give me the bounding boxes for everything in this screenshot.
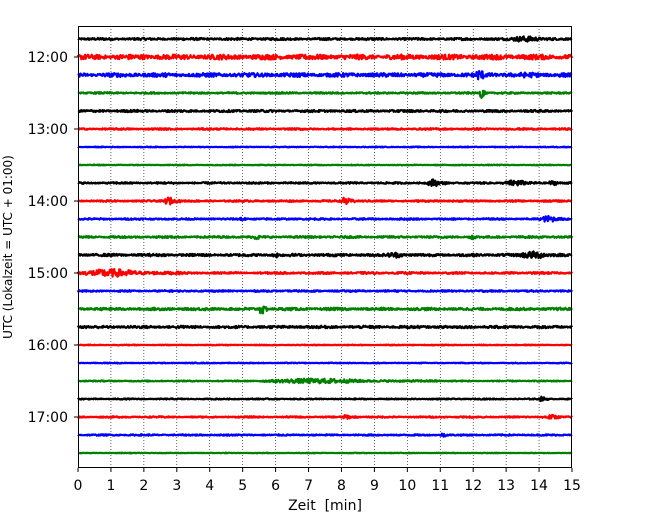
trace-1345: [77, 178, 573, 188]
trace-1145: [77, 35, 573, 43]
x-tick-label: 3: [172, 478, 181, 494]
trace-1245: [77, 108, 573, 114]
y-tick-label: 16:00: [28, 338, 68, 354]
trace-1500: [76, 268, 574, 278]
x-tick-label: 10: [398, 478, 416, 494]
x-tick-label: 9: [370, 478, 379, 494]
trace-1230: [77, 89, 573, 99]
x-tick-label: 14: [530, 478, 548, 494]
y-tick-label: 17:00: [28, 410, 68, 426]
trace-1730: [77, 451, 573, 455]
y-axis-label: UTC (Lokalzeit = UTC + 01:00): [1, 155, 15, 339]
trace-1630: [77, 377, 573, 385]
x-tick-label: 7: [304, 478, 313, 494]
x-tick-label: 6: [271, 478, 280, 494]
y-tick-label: 12:00: [28, 50, 68, 66]
trace-1315: [77, 145, 573, 149]
trace-1215: [77, 70, 573, 81]
trace-group: [76, 35, 574, 455]
plot-frame: [78, 26, 572, 468]
y-tick-label: 14:00: [28, 194, 68, 210]
trace-1200: [76, 53, 574, 61]
x-tick-label: 15: [563, 478, 581, 494]
x-tick-label: 13: [497, 478, 515, 494]
trace-1445: [77, 250, 573, 260]
y-tick-label: 13:00: [28, 122, 68, 138]
trace-1715: [77, 432, 573, 438]
x-tick-label: 0: [74, 478, 83, 494]
trace-1515: [76, 289, 573, 293]
trace-1430: [77, 234, 574, 241]
x-tick-label: 8: [337, 478, 346, 494]
y-tick-label: 15:00: [28, 266, 68, 282]
x-axis-label: Zeit [min]: [288, 498, 362, 514]
trace-1545: [76, 324, 573, 330]
x-tick-label: 1: [106, 478, 115, 494]
trace-1400: [77, 196, 573, 206]
x-tick-label: 5: [238, 478, 247, 494]
x-tick-label: 4: [205, 478, 214, 494]
trace-1530: [77, 305, 573, 315]
x-tick-label: 11: [431, 478, 449, 494]
x-tick-label: 2: [139, 478, 148, 494]
trace-1700: [76, 413, 573, 420]
trace-1300: [77, 127, 573, 131]
trace-1615: [77, 361, 573, 365]
trace-1415: [77, 214, 573, 223]
trace-1330: [77, 163, 573, 167]
y-axis: 12:00 13:00 14:00 15:00 16:00 17:00: [28, 50, 78, 426]
x-axis: 0 1 2 3 4 5 6 7 8 9 10 11 12 13 14 15: [74, 468, 581, 494]
x-tick-label: 12: [464, 478, 482, 494]
trace-1645: [77, 395, 573, 403]
trace-1600: [77, 343, 573, 347]
